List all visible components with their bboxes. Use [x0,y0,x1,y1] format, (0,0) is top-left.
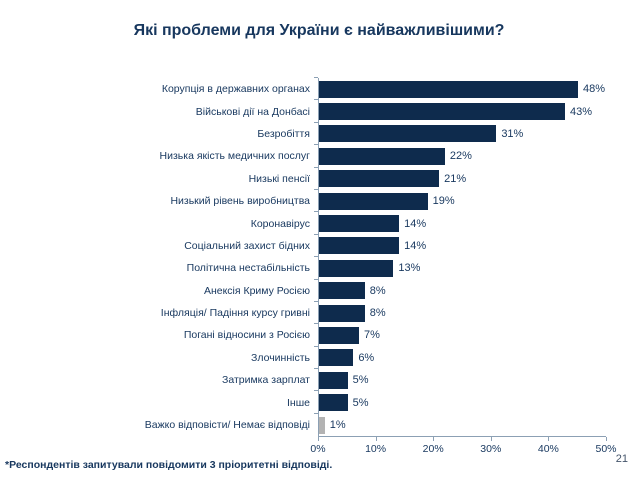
chart-row: Політична нестабільність 13% [0,256,605,280]
chart-row: Безробіття 31% [0,121,605,146]
category-label: Низька якість медичних послуг [159,150,310,163]
chart-row: Інфляція/ Падіння курсу гривні 8% [0,300,605,325]
bar-area: 21% [314,166,605,190]
value-label: 21% [444,172,467,185]
value-label: 8% [369,307,386,320]
bar [319,125,497,143]
category-label: Коронавірус [250,217,310,230]
value-label: 5% [352,396,369,409]
value-label: 7% [364,329,380,342]
value-label: 1% [329,419,346,432]
value-label: 43% [569,105,592,118]
x-axis-tick-label: 40% [537,443,559,455]
bar-area: 22% [314,144,605,168]
x-axis-tick [548,437,550,441]
category-label: Низький рівень виробництва [170,195,310,208]
bar [319,349,354,367]
chart-row: Соціальний захист бідних 14% [0,233,605,258]
bar [319,147,445,165]
chart-row: Військові дії на Донбасі 43% [0,99,605,123]
x-axis-tick [433,437,435,441]
bar [319,237,400,255]
x-axis-tick [318,437,319,441]
chart-row: Злочинність 6% [0,345,605,370]
category-label: Безробіття [257,127,310,140]
chart-row: Корупція в державних органах 48% [0,76,605,101]
x-axis-tick-label: 30% [480,443,502,455]
chart-row: Погані відносини з Росією 7% [0,323,605,347]
chart-row: Низький рівень виробництва 19% [0,188,605,213]
x-axis-tick-label: 50% [595,443,617,455]
value-label: 22% [449,150,472,163]
bar [319,170,440,188]
x-axis-tick [606,437,607,441]
x-axis-tick-label: 20% [422,443,444,455]
bar [319,282,365,300]
bar [319,326,360,344]
bar [319,103,565,121]
bar [319,304,365,322]
bar [319,371,348,389]
chart-row: Анексія Криму Росією 8% [0,278,605,302]
bar [319,192,428,210]
bar-area: 6% [314,345,605,370]
category-label: Інше [287,396,310,409]
bar [319,80,578,98]
category-label: Погані відносини з Росією [183,329,310,342]
bar-area: 8% [314,278,605,302]
bar-area: 14% [314,233,605,258]
page-number: 21 [615,453,628,465]
value-label: 14% [404,239,427,252]
value-label: 14% [404,217,427,230]
bar-chart: Корупція в державних органах 48% Військові… [0,76,605,437]
category-label: Злочинність [251,351,310,364]
chart-row: Коронавірус 14% [0,211,605,235]
bar-area: 43% [314,99,605,123]
category-label: Затримка зарплат [222,374,310,387]
x-axis-tick-label: 10% [365,443,387,455]
value-label: 19% [432,195,455,208]
x-axis-tick-label: 0% [310,443,326,455]
x-axis: 0% 10% 20% 30% 40% 50% [310,436,617,455]
chart-row: Затримка зарплат 5% [0,368,605,392]
bar [319,215,400,233]
chart-row: Низькі пенсії 21% [0,166,605,190]
category-label: Інфляція/ Падіння курсу гривні [160,307,310,320]
value-label: 48% [582,83,605,96]
x-axis-tick [375,437,377,441]
bar-area: 48% [314,76,605,101]
bar-area: 13% [314,256,605,280]
category-label: Корупція в державних органах [161,83,310,96]
bar-area: 14% [314,211,605,235]
bar-area: 5% [314,390,605,414]
bar-area: 31% [314,121,605,146]
category-label: Військові дії на Донбасі [195,105,310,118]
chart-title: Які проблеми для України є найважливішим… [133,22,505,39]
chart-row: Низька якість медичних послуг 22% [0,144,605,168]
bar [319,394,348,412]
x-axis-tick [490,437,492,441]
category-label: Важко відповісти/ Немає відповіді [144,419,310,432]
footnote: *Респондентів запитували повідомити 3 пр… [5,459,333,471]
bar-area: 1% [314,412,605,437]
bar-area: 7% [314,323,605,347]
chart-row: Інше 5% [0,390,605,414]
value-label: 8% [369,284,386,297]
value-label: 13% [398,262,421,275]
bar-area: 8% [314,300,605,325]
value-label: 5% [352,374,369,387]
value-label: 6% [358,351,375,364]
category-label: Анексія Криму Росією [203,284,310,297]
bar-area: 5% [314,368,605,392]
bar-area: 19% [314,188,605,213]
category-label: Низькі пенсії [248,172,310,185]
bar [319,416,325,434]
value-label: 31% [501,127,524,140]
chart-row: Важко відповісти/ Немає відповіді 1% [0,412,605,437]
category-label: Політична нестабільність [186,262,310,275]
category-label: Соціальний захист бідних [184,239,310,252]
bar [319,259,394,277]
